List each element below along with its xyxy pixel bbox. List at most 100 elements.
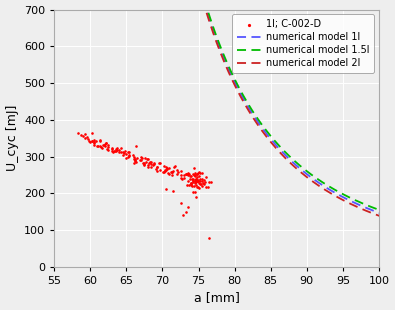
1l; C-002-D bbox=[90, 137, 97, 142]
1l; C-002-D bbox=[196, 177, 203, 182]
1l; C-002-D bbox=[178, 176, 184, 181]
X-axis label: a [mm]: a [mm] bbox=[194, 291, 239, 304]
1l; C-002-D bbox=[82, 131, 88, 136]
1l; C-002-D bbox=[105, 147, 111, 152]
1l; C-002-D bbox=[192, 179, 198, 184]
1l; C-002-D bbox=[151, 162, 157, 166]
1l; C-002-D bbox=[82, 135, 88, 140]
1l; C-002-D bbox=[190, 179, 196, 184]
1l; C-002-D bbox=[193, 177, 199, 182]
1l; C-002-D bbox=[182, 172, 189, 177]
1l; C-002-D bbox=[153, 166, 160, 171]
1l; C-002-D bbox=[113, 148, 120, 153]
1l; C-002-D bbox=[89, 139, 96, 144]
1l; C-002-D bbox=[163, 164, 169, 169]
1l; C-002-D bbox=[162, 167, 169, 172]
1l; C-002-D bbox=[174, 172, 181, 177]
1l; C-002-D bbox=[84, 134, 90, 139]
1l; C-002-D bbox=[109, 147, 115, 152]
1l; C-002-D bbox=[199, 171, 205, 176]
1l; C-002-D bbox=[126, 153, 133, 158]
1l; C-002-D bbox=[193, 178, 199, 183]
1l; C-002-D bbox=[98, 144, 105, 149]
1l; C-002-D bbox=[188, 181, 194, 186]
1l; C-002-D bbox=[118, 146, 124, 151]
1l; C-002-D bbox=[94, 144, 100, 148]
1l; C-002-D bbox=[156, 161, 163, 166]
1l; C-002-D bbox=[203, 175, 209, 179]
1l; C-002-D bbox=[180, 213, 186, 218]
1l; C-002-D bbox=[191, 166, 197, 171]
numerical model 1.5l bbox=[264, 129, 269, 133]
1l; C-002-D bbox=[200, 181, 206, 186]
1l; C-002-D bbox=[173, 168, 180, 173]
1l; C-002-D bbox=[177, 201, 184, 206]
1l; C-002-D bbox=[126, 153, 132, 158]
1l; C-002-D bbox=[170, 169, 177, 174]
1l; C-002-D bbox=[154, 169, 160, 174]
1l; C-002-D bbox=[193, 195, 199, 200]
1l; C-002-D bbox=[145, 157, 151, 162]
1l; C-002-D bbox=[118, 149, 124, 154]
1l; C-002-D bbox=[203, 185, 209, 190]
1l; C-002-D bbox=[171, 165, 177, 170]
1l; C-002-D bbox=[132, 158, 138, 163]
1l; C-002-D bbox=[141, 161, 147, 166]
1l; C-002-D bbox=[199, 184, 205, 188]
1l; C-002-D bbox=[113, 148, 120, 153]
1l; C-002-D bbox=[122, 148, 129, 153]
numerical model 1.5l bbox=[380, 209, 385, 213]
1l; C-002-D bbox=[91, 141, 97, 146]
numerical model 1l bbox=[380, 212, 385, 216]
1l; C-002-D bbox=[126, 150, 132, 155]
1l; C-002-D bbox=[99, 145, 105, 150]
1l; C-002-D bbox=[150, 162, 156, 167]
numerical model 2l bbox=[336, 196, 340, 199]
1l; C-002-D bbox=[100, 142, 106, 147]
1l; C-002-D bbox=[148, 161, 154, 166]
numerical model 2l bbox=[246, 108, 251, 112]
1l; C-002-D bbox=[164, 171, 171, 176]
1l; C-002-D bbox=[101, 143, 107, 148]
1l; C-002-D bbox=[187, 177, 193, 182]
1l; C-002-D bbox=[190, 172, 197, 177]
1l; C-002-D bbox=[85, 136, 92, 141]
1l; C-002-D bbox=[125, 154, 131, 159]
1l; C-002-D bbox=[112, 149, 118, 154]
1l; C-002-D bbox=[156, 161, 163, 166]
numerical model 1l bbox=[264, 132, 269, 136]
1l; C-002-D bbox=[200, 182, 207, 187]
1l; C-002-D bbox=[196, 185, 202, 190]
1l; C-002-D bbox=[188, 180, 194, 185]
1l; C-002-D bbox=[192, 189, 198, 194]
1l; C-002-D bbox=[150, 161, 157, 166]
1l; C-002-D bbox=[148, 160, 154, 165]
1l; C-002-D bbox=[97, 144, 103, 148]
1l; C-002-D bbox=[130, 156, 137, 161]
1l; C-002-D bbox=[193, 176, 199, 181]
1l; C-002-D bbox=[116, 148, 122, 153]
1l; C-002-D bbox=[144, 156, 150, 161]
1l; C-002-D bbox=[198, 182, 205, 187]
Line: numerical model 2l: numerical model 2l bbox=[63, 0, 382, 217]
1l; C-002-D bbox=[208, 179, 214, 184]
1l; C-002-D bbox=[148, 165, 154, 170]
1l; C-002-D bbox=[184, 182, 190, 187]
1l; C-002-D bbox=[197, 171, 203, 176]
1l; C-002-D bbox=[201, 178, 208, 183]
Line: numerical model 1l: numerical model 1l bbox=[63, 0, 382, 214]
1l; C-002-D bbox=[97, 139, 103, 144]
1l; C-002-D bbox=[195, 185, 201, 190]
1l; C-002-D bbox=[206, 236, 213, 241]
1l; C-002-D bbox=[190, 189, 196, 194]
1l; C-002-D bbox=[113, 147, 119, 152]
1l; C-002-D bbox=[120, 152, 126, 157]
1l; C-002-D bbox=[194, 174, 200, 179]
1l; C-002-D bbox=[169, 170, 175, 175]
numerical model 1l bbox=[246, 106, 251, 109]
1l; C-002-D bbox=[177, 172, 184, 177]
1l; C-002-D bbox=[110, 149, 116, 154]
1l; C-002-D bbox=[194, 172, 200, 177]
1l; C-002-D bbox=[87, 140, 93, 144]
1l; C-002-D bbox=[185, 170, 192, 175]
